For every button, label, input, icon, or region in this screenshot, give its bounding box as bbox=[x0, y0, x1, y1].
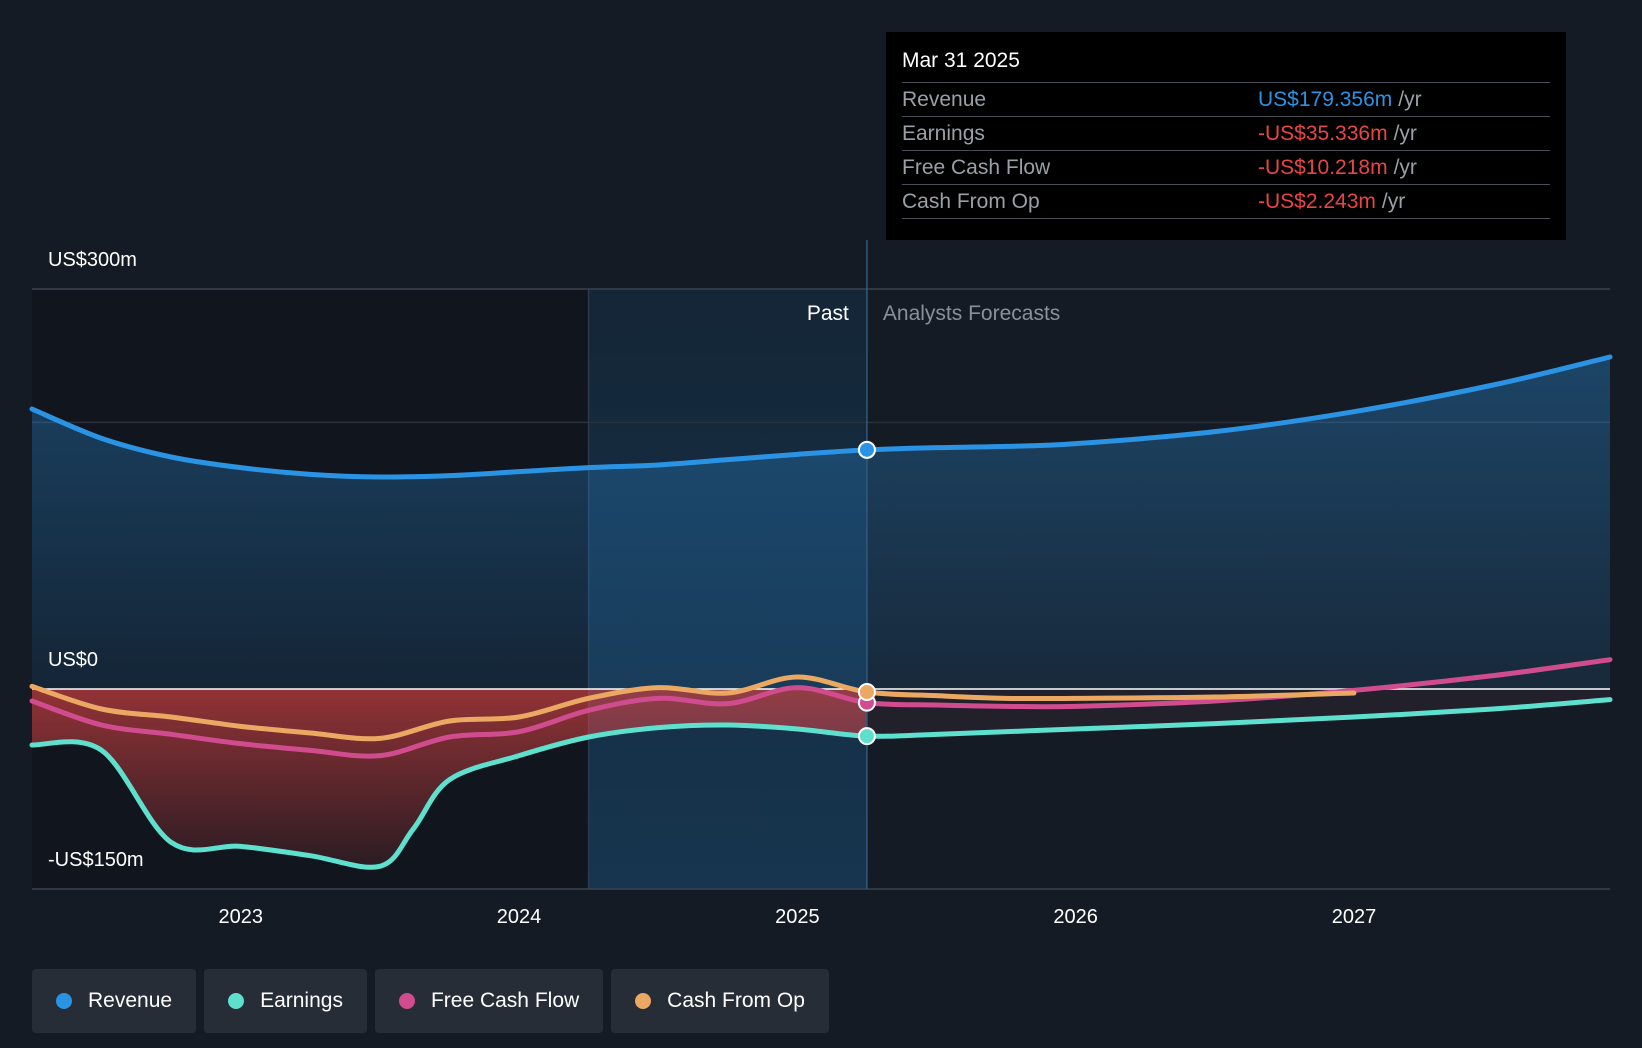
x-tick-label: 2025 bbox=[775, 906, 820, 928]
series-line-cash-from-op bbox=[29, 674, 1357, 742]
legend-label: Earnings bbox=[260, 989, 343, 1012]
legend-dot-icon bbox=[56, 993, 72, 1009]
chart: US$300m US$0 -US$150m 2023 2024 2025 2026 2027 P… bbox=[29, 240, 1613, 928]
tooltip-label: Cash From Op bbox=[902, 190, 1040, 213]
tooltip-row-revenue: Revenue US$179.356m /yr bbox=[902, 82, 1550, 116]
tooltip-unit: /yr bbox=[1393, 156, 1417, 179]
tooltip-label: Revenue bbox=[902, 88, 987, 111]
revenue-area bbox=[32, 357, 1610, 689]
forecast-label: Analysts Forecasts bbox=[883, 302, 1060, 325]
tooltip-label: Free Cash Flow bbox=[902, 156, 1051, 179]
x-tick-label: 2026 bbox=[1053, 906, 1098, 928]
tooltip-date: Mar 31 2025 bbox=[902, 49, 1020, 72]
marker-cash-from-op bbox=[857, 682, 876, 701]
x-tick-label: 2024 bbox=[497, 906, 542, 928]
past-label: Past bbox=[807, 302, 849, 325]
tooltip-label: Earnings bbox=[902, 122, 985, 145]
tooltip-value: -US$35.336m bbox=[1258, 122, 1388, 145]
legend-label: Free Cash Flow bbox=[430, 989, 580, 1012]
tooltip: Mar 31 2025 Revenue US$179.356m /yr Earn… bbox=[886, 32, 1566, 240]
tooltip-value: -US$10.218m bbox=[1258, 156, 1388, 179]
tooltip-unit: /yr bbox=[1398, 88, 1422, 111]
legend-dot-icon bbox=[635, 993, 652, 1009]
series-line-earnings bbox=[29, 697, 1613, 870]
tooltip-row-earnings: Earnings -US$35.336m /yr bbox=[902, 116, 1550, 150]
tooltip-value: -US$2.243m bbox=[1258, 190, 1376, 213]
legend-item-free-cash-flow[interactable]: Free Cash Flow bbox=[374, 969, 604, 1033]
legend-dot-icon bbox=[398, 993, 415, 1009]
legend-item-earnings[interactable]: Earnings bbox=[204, 969, 367, 1033]
tooltip-row-free-cash-flow: Free Cash Flow -US$10.218m /yr bbox=[902, 150, 1550, 184]
tooltip-value: US$179.356m bbox=[1258, 88, 1393, 111]
y-tick-label: US$300m bbox=[48, 249, 137, 271]
tooltip-unit: /yr bbox=[1393, 122, 1417, 145]
tooltip-unit: /yr bbox=[1381, 190, 1406, 213]
legend-label: Cash From Op bbox=[667, 989, 805, 1012]
y-tick-label: US$0 bbox=[48, 649, 98, 671]
series-line-revenue bbox=[29, 354, 1613, 480]
tooltip-row-cash-from-op: Cash From Op -US$2.243m /yr bbox=[902, 184, 1550, 219]
legend-dot-icon bbox=[228, 993, 245, 1009]
y-tick-label: -US$150m bbox=[48, 849, 144, 871]
x-tick-label: 2023 bbox=[218, 906, 263, 928]
x-tick-label: 2027 bbox=[1332, 906, 1377, 928]
legend: Revenue Earnings Free Cash Flow Cash Fro… bbox=[32, 969, 829, 1033]
legend-item-revenue[interactable]: Revenue bbox=[32, 969, 197, 1033]
marker-revenue bbox=[857, 440, 876, 459]
legend-label: Revenue bbox=[88, 989, 173, 1012]
marker-earnings bbox=[857, 727, 876, 746]
legend-item-cash-from-op[interactable]: Cash From Op bbox=[611, 969, 829, 1033]
